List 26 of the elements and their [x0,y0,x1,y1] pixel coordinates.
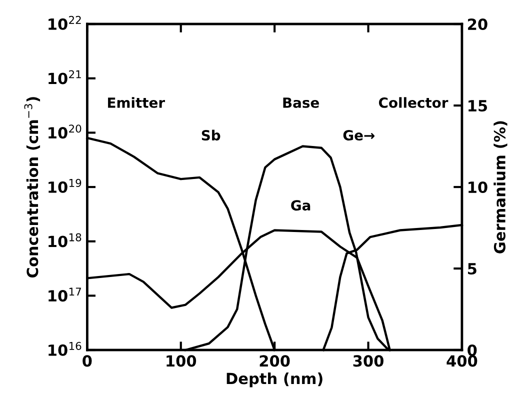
y-tick-label: 10$^{20}$ [48,124,82,139]
x-tick-label: 100 [166,355,196,367]
x-tick-label: 400 [446,355,478,367]
series-label: Ga [291,200,310,211]
annotation: Emitter [108,97,165,108]
annotation: Collector [378,97,448,108]
y-tick-label: 10$^{21}$ [48,70,81,84]
y-axis-title: Concentration (cm$^{−3}$) [24,97,40,278]
y-tick-label: 10$^{19}$ [48,178,82,193]
y2-tick-label: 20 [468,18,488,30]
x-tick-label: 0 [82,355,92,367]
x-tick-label: 300 [353,355,384,367]
y2-tick-label: 5 [468,263,476,275]
series-label: Ge→ [343,130,374,141]
text: Sb [202,130,220,141]
y2-tick-label: 10 [468,181,488,194]
x-tick-label: 200 [260,355,290,367]
y-tick-label: 10$^{17}$ [48,288,81,302]
x-axis-title: Depth (nm) [226,372,322,388]
y-tick-label: 10$^{16}$ [48,342,82,356]
y-tick-label: 10$^{22}$ [48,16,81,30]
y-tick-label: 10$^{18}$ [48,233,82,248]
y2-axis-title: Germanium (%) [494,121,508,254]
annotation: Base [283,98,319,108]
y2-tick-label: 0 [468,344,477,356]
y2-tick-label: 15 [468,100,488,112]
